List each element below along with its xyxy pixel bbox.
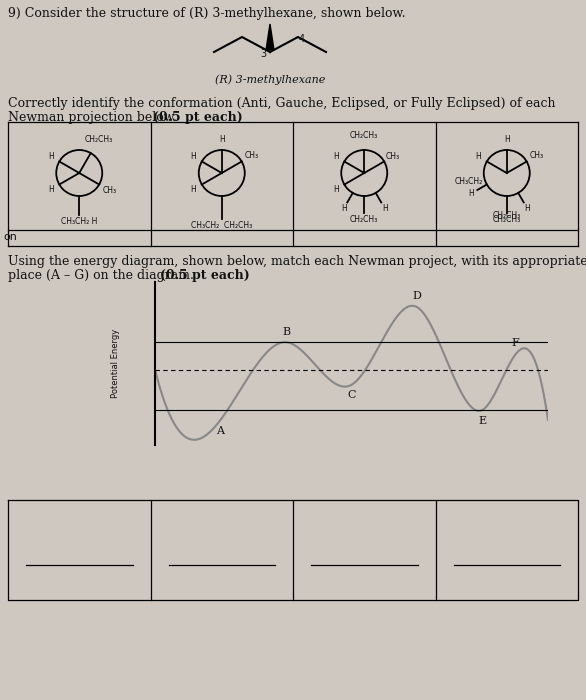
Text: CH₃: CH₃ bbox=[103, 186, 117, 195]
Text: CH₂CH₃: CH₂CH₃ bbox=[493, 216, 521, 225]
Text: Correctly identify the conformation (Anti, Gauche, Eclipsed, or Fully Eclipsed) : Correctly identify the conformation (Ant… bbox=[8, 97, 556, 110]
Text: H: H bbox=[190, 152, 196, 161]
Text: CH₃CH₂ H: CH₃CH₂ H bbox=[61, 218, 97, 227]
Text: CH₃CH₂: CH₃CH₂ bbox=[455, 176, 483, 186]
Text: H: H bbox=[504, 136, 510, 144]
Text: CH₃: CH₃ bbox=[386, 152, 400, 161]
Text: H: H bbox=[341, 204, 347, 213]
Text: E: E bbox=[478, 416, 486, 426]
Y-axis label: Potential Energy: Potential Energy bbox=[111, 329, 120, 398]
Text: CH₃CH₂  CH₂CH₃: CH₃CH₂ CH₂CH₃ bbox=[191, 221, 253, 230]
Text: CH₂CH₃: CH₂CH₃ bbox=[350, 216, 379, 225]
Text: D: D bbox=[413, 290, 421, 301]
Text: Newman projection below.: Newman projection below. bbox=[8, 111, 185, 124]
Text: CH₃: CH₃ bbox=[245, 151, 259, 160]
Text: H: H bbox=[468, 189, 474, 198]
Text: H: H bbox=[333, 185, 339, 194]
Polygon shape bbox=[266, 24, 274, 50]
Text: B: B bbox=[282, 327, 290, 337]
Text: H: H bbox=[48, 152, 53, 161]
Text: CH₂CH₃: CH₂CH₃ bbox=[84, 134, 113, 144]
Text: H: H bbox=[475, 152, 481, 161]
Text: H: H bbox=[190, 185, 196, 194]
Text: place (A – G) on the diagram.: place (A – G) on the diagram. bbox=[8, 269, 202, 282]
Text: CH₃: CH₃ bbox=[530, 151, 544, 160]
Text: CH₂CH₃: CH₂CH₃ bbox=[493, 211, 521, 220]
Text: on: on bbox=[3, 232, 17, 242]
Text: H: H bbox=[524, 204, 530, 213]
Text: C: C bbox=[347, 390, 356, 400]
Text: (0.5 pt each): (0.5 pt each) bbox=[160, 269, 250, 282]
Text: F: F bbox=[512, 338, 519, 349]
Text: H: H bbox=[333, 152, 339, 161]
Text: 4: 4 bbox=[299, 34, 305, 44]
Text: 9) Consider the structure of (R) 3-methylhexane, shown below.: 9) Consider the structure of (R) 3-methy… bbox=[8, 7, 406, 20]
Text: (R) 3-methylhexane: (R) 3-methylhexane bbox=[215, 74, 325, 85]
Text: H: H bbox=[219, 136, 224, 144]
Text: CH₂CH₃: CH₂CH₃ bbox=[350, 130, 379, 139]
Text: (0.5 pt each): (0.5 pt each) bbox=[153, 111, 243, 124]
Text: 3: 3 bbox=[260, 49, 266, 59]
Text: Using the energy diagram, shown below, match each Newman project, with its appro: Using the energy diagram, shown below, m… bbox=[8, 255, 586, 268]
Text: H: H bbox=[382, 204, 387, 213]
Text: A: A bbox=[216, 426, 224, 436]
Text: H: H bbox=[48, 185, 53, 194]
